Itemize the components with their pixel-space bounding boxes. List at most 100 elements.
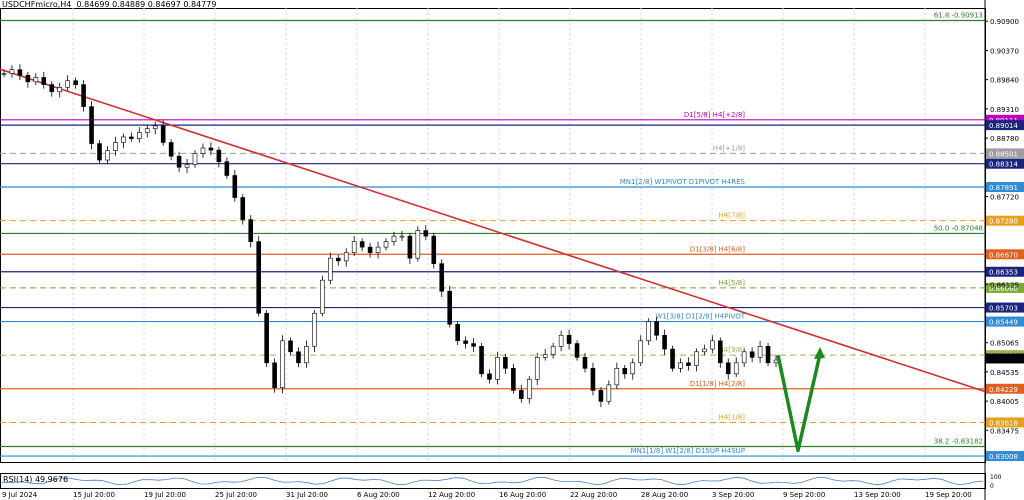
candle-body	[240, 197, 246, 220]
x-axis: 9 Jul 2024 15 Jul 20:00 19 Jul 20:00 25 Jul…	[2, 491, 972, 499]
candlestick-series	[1, 64, 779, 408]
candle-body	[359, 241, 365, 248]
price-badge	[986, 302, 1024, 313]
candle-body	[184, 164, 190, 168]
price-badge	[986, 215, 1024, 226]
candle-body	[256, 241, 261, 314]
candle-body	[471, 343, 476, 347]
price-badge	[986, 158, 1024, 169]
x-tick-label: 16 Aug 20:00	[499, 491, 546, 499]
candle-body	[160, 125, 166, 143]
candle-body	[487, 373, 492, 380]
y-tick-label: 0.83475	[990, 427, 1019, 435]
candle-body	[144, 128, 150, 133]
price-badge	[986, 282, 1024, 293]
x-tick-label: 12 Aug 20:00	[428, 491, 475, 499]
candle-body	[224, 161, 230, 176]
candle-body	[646, 321, 651, 342]
y-tick-label: 0.90900	[990, 18, 1019, 26]
level-label: H4[7/8]	[719, 212, 746, 220]
y-tick-label: 0.84535	[990, 369, 1019, 377]
price-badge-text: 0.85703	[989, 305, 1018, 313]
price-badge	[986, 417, 1024, 428]
price-badge	[986, 316, 1024, 327]
level-label: W1[3/8] D1[2/8] H4PIVOT	[655, 313, 745, 321]
candle-body	[383, 241, 389, 248]
x-tick-label: 9 Jul 2024	[2, 491, 38, 499]
candle-body	[455, 323, 460, 342]
candle-body	[574, 343, 580, 358]
candle-body	[208, 147, 214, 151]
x-tick-label: 19 Jul 20:00	[144, 491, 186, 499]
rsi-axis-max: 100	[990, 474, 1002, 481]
forecast-arrow-head	[814, 347, 825, 360]
candle-body	[351, 241, 357, 253]
candle-body	[757, 345, 763, 358]
candle-body	[312, 312, 317, 347]
x-tick-label: 22 Aug 20:00	[570, 491, 617, 499]
candle-body	[582, 357, 588, 369]
candle-body	[216, 149, 222, 163]
y-axis: 0.90900 0.90370 0.89840 0.89310 0.88780 0.877…	[985, 18, 1019, 435]
candle-body	[232, 175, 238, 198]
price-badge	[986, 451, 1024, 462]
x-tick-label: 19 Sep 20:00	[925, 491, 972, 499]
price-badge-text: 0.85449	[989, 319, 1018, 327]
level-label: H4[+1/8]	[713, 144, 746, 152]
candle-body	[686, 362, 691, 366]
y-tick-label: 0.89310	[990, 106, 1019, 114]
candle-body	[439, 263, 445, 292]
y-tick-label: 0.86125	[990, 281, 1019, 289]
x-tick-label: 3 Sep 20:00	[712, 491, 754, 499]
candle-body	[121, 136, 126, 143]
candle-body	[503, 357, 508, 369]
candle-body	[622, 368, 628, 375]
x-tick-label: 28 Aug 20:00	[641, 491, 688, 499]
level-label: H4[3/8]	[719, 346, 746, 354]
price-badge-text: 0.83618	[989, 419, 1018, 427]
candle-body	[638, 340, 644, 364]
candle-body	[710, 340, 715, 350]
y-tick-label: 0.84005	[990, 398, 1019, 406]
rsi-line	[1, 476, 984, 486]
candle-body	[598, 390, 604, 402]
candle-body	[519, 390, 524, 399]
candle-body	[105, 150, 110, 161]
candle-body	[702, 348, 707, 353]
candle-body	[534, 357, 540, 380]
trendline-layer	[0, 68, 986, 393]
price-badge-text: 0.89014	[989, 122, 1018, 130]
candle-body	[1, 73, 7, 75]
candle-body	[725, 362, 731, 375]
price-badge	[986, 249, 1024, 260]
y-tick-label: 0.90370	[990, 47, 1019, 55]
candle-body	[526, 379, 532, 399]
x-tick-label: 9 Sep 20:00	[783, 491, 825, 499]
candle-body	[566, 334, 572, 344]
candle-body	[73, 80, 78, 85]
candle-body	[670, 348, 675, 369]
level-label: H4[1/8]	[719, 413, 746, 421]
candle-body	[447, 290, 452, 325]
price-badge	[986, 383, 1024, 394]
x-tick-label: 25 Jul 20:00	[215, 491, 257, 499]
candle-body	[741, 351, 747, 364]
candle-body	[606, 384, 612, 402]
candle-body	[662, 334, 667, 350]
y-tick-label: 0.87720	[990, 193, 1019, 201]
candle-body	[511, 368, 516, 391]
rsi-axis-min: 0	[990, 483, 994, 490]
candle-body	[168, 142, 174, 157]
price-badge-text: 0.88314	[989, 161, 1018, 169]
candle-body	[717, 340, 723, 364]
price-badge-text: 0.86060	[989, 285, 1018, 293]
candle-body	[542, 354, 548, 358]
candle-body	[694, 351, 699, 366]
candle-body	[479, 345, 484, 375]
candle-body	[614, 368, 620, 386]
price-badge	[986, 182, 1024, 193]
candle-body	[733, 362, 739, 375]
candle-body	[550, 345, 556, 355]
candle-body	[41, 77, 47, 85]
